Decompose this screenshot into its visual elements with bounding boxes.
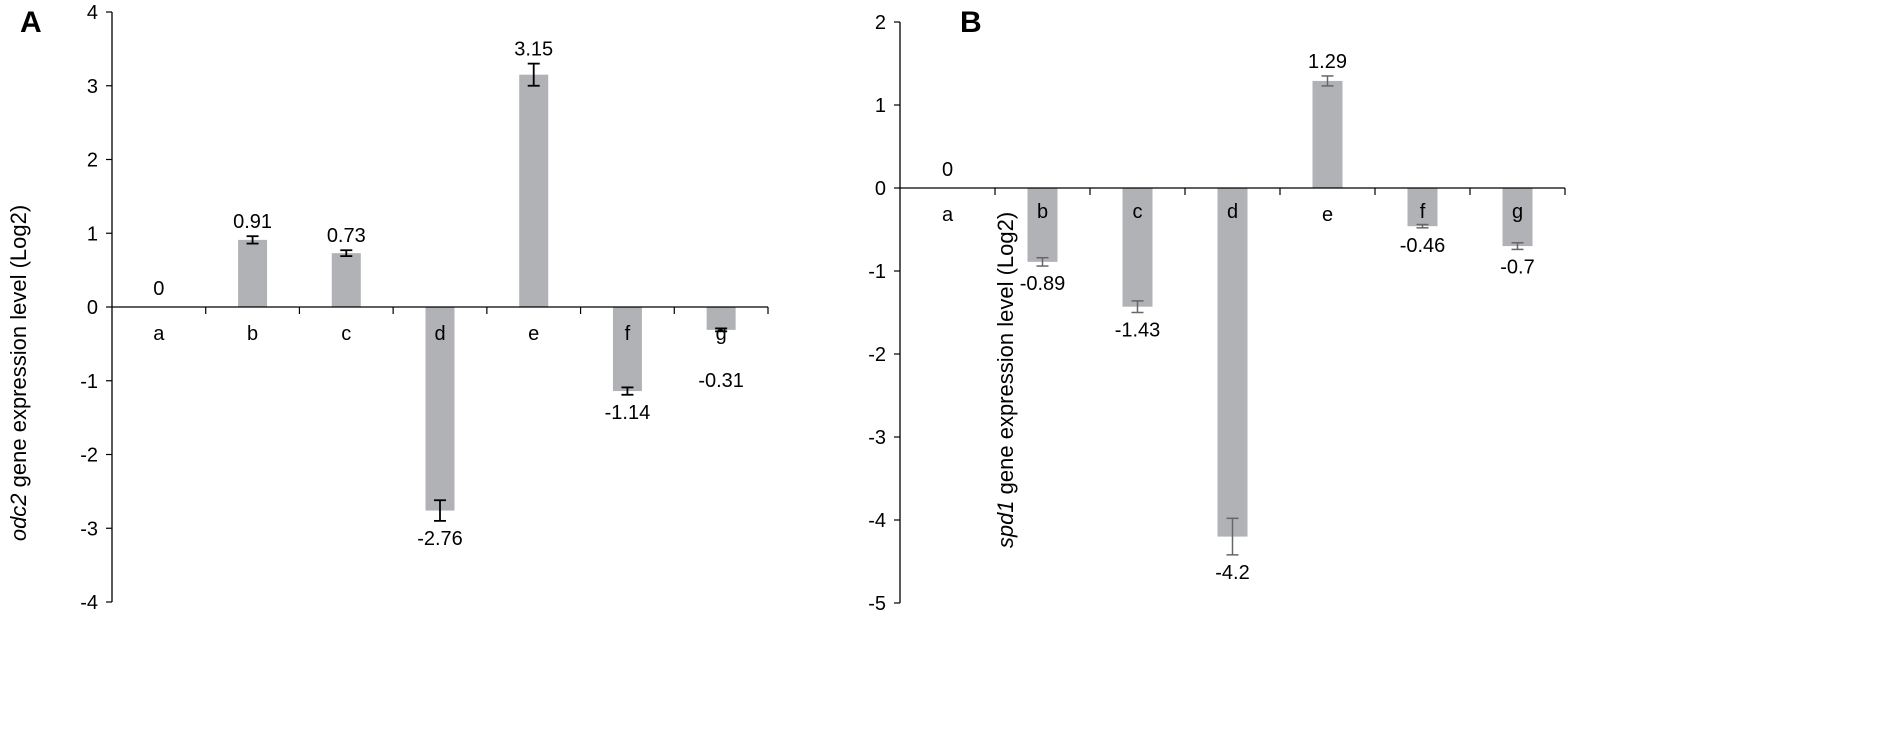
value-label-a-a: 0: [153, 278, 164, 300]
y-tick-label-b: 0: [875, 178, 886, 200]
category-label-b-a: a: [942, 204, 954, 226]
y-tick-label-a: -4: [80, 592, 98, 614]
y-tick-label-a: 1: [87, 223, 98, 245]
value-label-b-g: -0.7: [1500, 256, 1534, 278]
bar-b-f: [1407, 188, 1438, 227]
y-tick-label-b: -3: [868, 427, 886, 449]
y-tick-label-b: 2: [875, 12, 886, 34]
y-tick-label-a: -2: [80, 445, 98, 467]
y-tick-label-a: 0: [87, 297, 98, 319]
bar-b-d: [1217, 188, 1248, 537]
category-label-b-f: f: [1420, 201, 1426, 223]
y-tick-label-a: 3: [87, 76, 98, 98]
y-tick-label-b: -5: [868, 593, 886, 615]
y-tick-label-b: -1: [868, 261, 886, 283]
value-label-b-f: -0.46: [1400, 235, 1446, 257]
bar-b-g: [1502, 188, 1533, 247]
error-bar-a-f: [621, 386, 634, 396]
bar-a-e: [519, 74, 549, 307]
category-label-a-d: d: [434, 323, 445, 345]
value-label-b-d: -4.2: [1215, 562, 1249, 584]
error-bar-a-e: [527, 62, 540, 87]
bar-a-g: [706, 307, 736, 330]
bar-a-c: [331, 253, 361, 307]
category-label-b-g: g: [1512, 201, 1523, 223]
y-axis-label-text-b: gene expression level (Log2): [993, 212, 1018, 501]
bar-a-d: [425, 307, 455, 511]
y-axis-label-text-a: gene expression level (Log2): [6, 205, 31, 494]
value-label-b-e: 1.29: [1308, 51, 1347, 73]
bar-b-e: [1312, 80, 1343, 188]
y-axis-label-gene-a: odc2: [6, 493, 31, 541]
category-label-b-b: b: [1037, 201, 1048, 223]
error-bar-a-b: [246, 235, 259, 245]
value-label-b-a: 0: [942, 159, 953, 181]
y-tick-label-a: -3: [80, 518, 98, 540]
category-label-a-e: e: [528, 323, 539, 345]
value-label-a-g: -0.31: [698, 370, 744, 392]
value-label-b-c: -1.43: [1115, 320, 1161, 342]
error-bar-b-b: [1036, 256, 1049, 267]
value-label-a-d: -2.76: [417, 528, 463, 550]
category-label-b-c: c: [1133, 201, 1143, 223]
bar-a-b: [238, 239, 268, 307]
y-tick-label-a: 4: [87, 2, 98, 24]
panel-a-odc2-chart: A odc2 gene expression level (Log2) 4 3 2 1…: [6, 2, 769, 614]
category-label-a-g: g: [716, 323, 727, 345]
error-bar-a-g: [715, 327, 728, 333]
value-label-a-b: 0.91: [233, 211, 272, 233]
y-tick-label-a: 2: [87, 150, 98, 172]
error-bar-b-g: [1511, 242, 1524, 251]
category-label-a-c: c: [341, 323, 351, 345]
value-label-b-b: -0.89: [1020, 273, 1066, 295]
error-bar-a-d: [434, 499, 446, 522]
category-label-b-d: d: [1227, 201, 1238, 223]
category-label-a-b: b: [247, 323, 258, 345]
value-label-a-c: 0.73: [327, 225, 366, 247]
bar-b-b: [1027, 188, 1058, 262]
y-tick-label-a: -1: [80, 371, 98, 393]
error-bar-b-f: [1416, 223, 1429, 229]
y-tick-label-b: 1: [875, 95, 886, 117]
error-bar-b-e: [1321, 75, 1334, 87]
y-axis-label-a: odc2 gene expression level (Log2): [6, 205, 31, 541]
bar-b-c: [1122, 188, 1153, 307]
panel-b-spd1-chart: B spd1 gene expression level (Log2) 2 1 0 -…: [868, 6, 1566, 615]
y-tick-label-b: -4: [868, 510, 886, 532]
panel-letter-b: B: [960, 6, 982, 39]
category-label-a-f: f: [625, 323, 631, 345]
category-label-a-a: a: [153, 323, 165, 345]
value-label-a-e: 3.15: [514, 39, 553, 61]
category-label-b-e: e: [1322, 204, 1333, 226]
bar-a-f: [612, 307, 642, 392]
y-axis-label-b: spd1 gene expression level (Log2): [993, 212, 1018, 548]
error-bar-b-d: [1226, 517, 1239, 556]
error-bar-a-c: [340, 249, 353, 258]
error-bar-b-c: [1131, 300, 1144, 314]
panel-letter-a: A: [20, 6, 42, 39]
y-tick-label-b: -2: [868, 344, 886, 366]
y-axis-label-gene-b: spd1: [993, 500, 1018, 548]
value-label-a-f: -1.14: [605, 402, 651, 424]
